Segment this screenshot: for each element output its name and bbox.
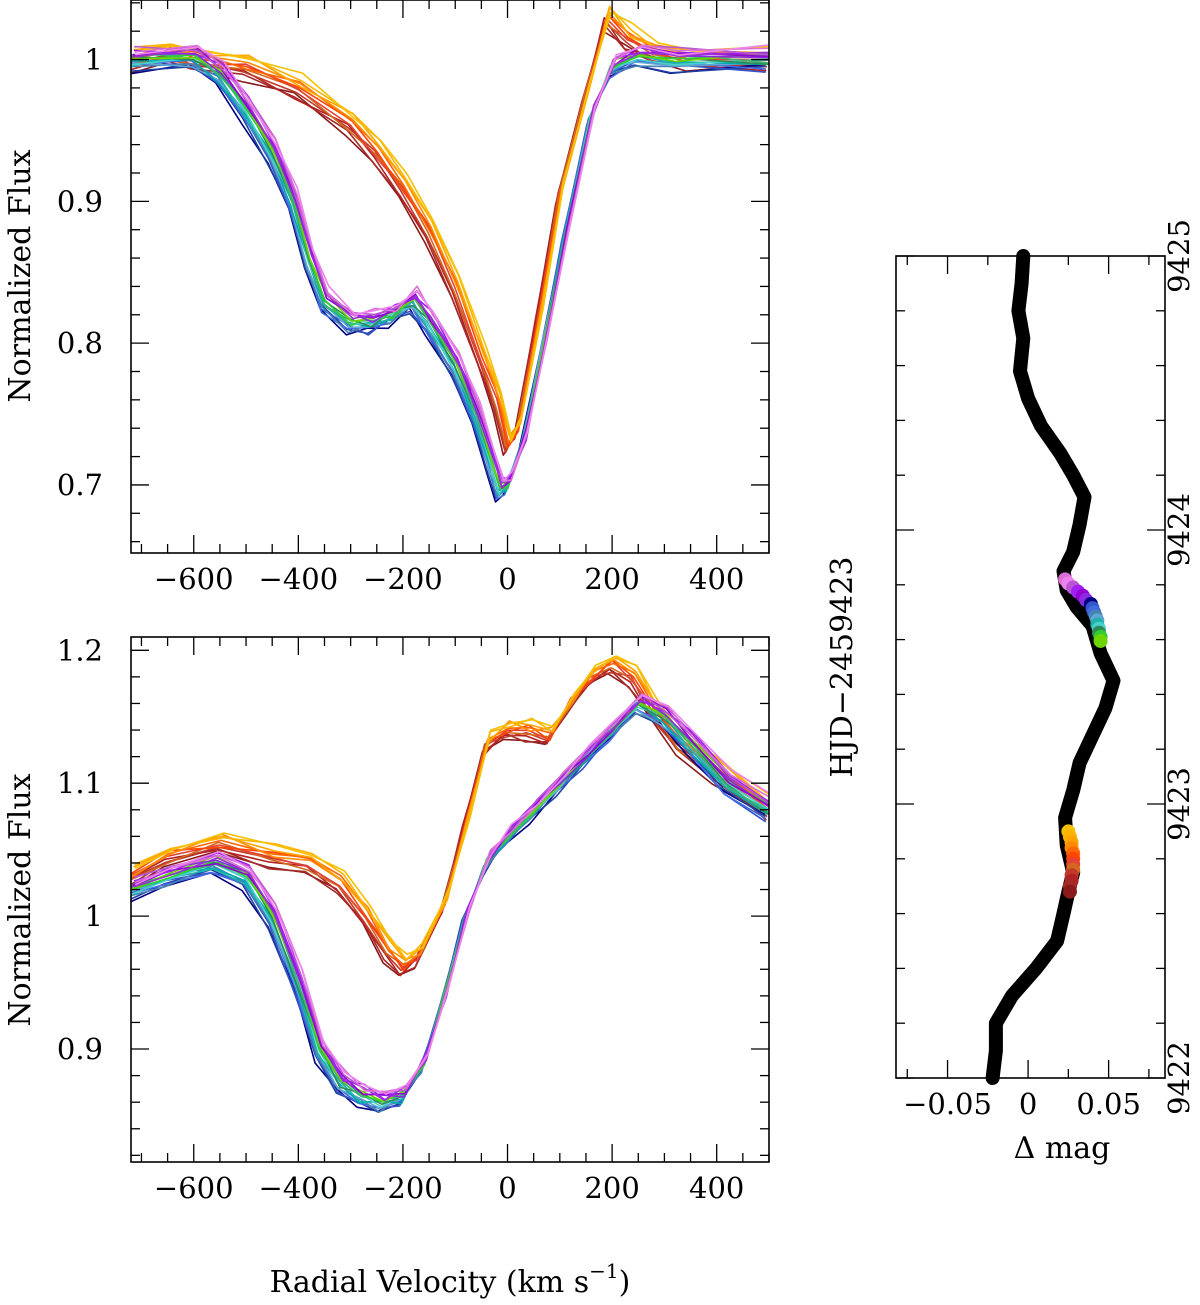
y-tick-label: 9422 <box>1162 1041 1196 1115</box>
late-spectrum-line <box>132 46 769 484</box>
late-spectrum-line <box>131 701 768 1105</box>
top-spectrum-panel: −600 −400 −200 0 200 400 0.7 0.8 0.9 1 Normalized… <box>3 0 770 596</box>
x-tick-label: 200 <box>584 1171 639 1205</box>
top-spectra-lines <box>131 5 769 503</box>
top-tick-labels: −600 −400 −200 0 200 400 0.7 0.8 0.9 1 <box>57 43 745 596</box>
early-spectrum-line <box>131 30 765 456</box>
x-tick-label: −200 <box>363 562 443 596</box>
y-tick-label: 1.2 <box>57 633 103 667</box>
late-spectrum-line <box>131 64 766 499</box>
late-spectrum-line <box>131 708 767 1109</box>
late-spectrum-line <box>131 712 766 1112</box>
x-tick-label: −0.05 <box>903 1087 992 1121</box>
early-spectrum-line <box>131 13 769 449</box>
late-spectrum-line <box>132 52 769 485</box>
y-tick-label: 9423 <box>1162 767 1196 841</box>
late-spectrum-line <box>131 700 769 1102</box>
right-axis-ticks <box>896 255 1165 1079</box>
early-spectrum-line <box>131 20 768 454</box>
late-spectrum-line <box>131 712 768 1113</box>
right-tick-labels: −0.05 0 0.05 9422 9423 9424 9425 <box>903 219 1196 1121</box>
epoch-point <box>1093 633 1108 648</box>
bottom-tick-labels: −600 −400 −200 0 200 400 0.9 1 1.1 1.2 <box>57 633 745 1205</box>
late-spectrum-line <box>131 61 768 490</box>
x-tick-label: −400 <box>259 1171 339 1205</box>
y-tick-label: 0.9 <box>57 184 103 218</box>
early-spectrum-line <box>131 662 769 967</box>
right-y-axis-label: HJD−2459423 <box>825 557 860 778</box>
early-spectrum-line <box>134 655 769 955</box>
late-spectrum-line <box>131 711 766 1113</box>
y-tick-label: 1 <box>85 43 103 77</box>
x-tick-label: −200 <box>363 1171 443 1205</box>
late-spectrum-line <box>132 695 769 1098</box>
series-group <box>131 5 769 503</box>
x-tick-label: 0 <box>498 1171 516 1205</box>
x-tick-label: 0 <box>498 562 516 596</box>
early-spectrum-line <box>133 655 769 962</box>
late-spectrum-line <box>131 706 769 1108</box>
x-tick-label: 200 <box>584 562 639 596</box>
early-spectrum-line <box>131 659 769 968</box>
highlight-epochs <box>1058 572 1108 899</box>
y-tick-label: 0.9 <box>57 1032 103 1066</box>
top-y-axis-label: Normalized Flux <box>3 149 38 402</box>
bottom-y-axis-label: Normalized Flux <box>3 773 38 1026</box>
early-spectrum-line <box>131 659 769 972</box>
early-spectrum-line <box>131 23 768 449</box>
x-axis-label-close: ) <box>619 1265 631 1300</box>
late-spectrum-line <box>133 699 769 1101</box>
light-curve-line <box>985 249 1121 1085</box>
y-tick-label: 1 <box>85 899 103 933</box>
x-tick-label: 0.05 <box>1076 1087 1141 1121</box>
y-tick-label: 9425 <box>1162 219 1196 293</box>
x-tick-label: 0 <box>1019 1087 1037 1121</box>
late-spectrum-line <box>134 693 769 1093</box>
y-tick-label: 0.7 <box>57 468 103 502</box>
late-spectrum-line <box>134 694 769 1095</box>
late-spectrum-line <box>131 709 768 1109</box>
x-tick-label: −600 <box>154 1171 234 1205</box>
x-tick-label: −400 <box>259 562 339 596</box>
late-spectrum-line <box>131 702 769 1103</box>
y-tick-label: 1.1 <box>57 766 103 800</box>
early-spectrum-line <box>132 11 769 437</box>
x-axis-label: Radial Velocity (km s−1) <box>270 1259 631 1300</box>
bottom-spectra-lines <box>131 655 769 1113</box>
late-spectrum-line <box>133 700 769 1101</box>
bottom-axis-ticks <box>131 637 770 1162</box>
early-spectrum-line <box>133 5 769 438</box>
early-spectrum-line <box>131 16 767 452</box>
x-axis-label-exponent: −1 <box>589 1259 618 1283</box>
y-tick-label: 9424 <box>1162 493 1196 567</box>
early-spectrum-line <box>131 23 766 449</box>
early-spectrum-line <box>134 657 769 961</box>
top-plot-frame <box>130 0 770 554</box>
light-curve <box>985 249 1121 1085</box>
epoch-point <box>1062 884 1077 899</box>
late-spectrum-line <box>131 55 769 489</box>
y-tick-label: 0.8 <box>57 326 103 360</box>
x-tick-label: 400 <box>689 1171 744 1205</box>
light-curve-panel: −0.05 0 0.05 9422 9423 9424 9425 HJD−2459423 Δ… <box>825 219 1196 1166</box>
late-spectrum-line <box>135 44 769 482</box>
late-spectrum-line <box>131 702 769 1103</box>
late-spectrum-line <box>134 693 769 1094</box>
series-group <box>131 655 769 1113</box>
x-tick-label: 400 <box>689 562 744 596</box>
early-spectrum-line <box>132 659 769 961</box>
late-spectrum-line <box>133 48 769 489</box>
bottom-spectrum-panel: −600 −400 −200 0 200 400 0.9 1 1.1 1.2 Normalized… <box>3 633 770 1300</box>
late-spectrum-line <box>131 703 769 1106</box>
right-x-axis-label: Δ mag <box>1014 1131 1111 1166</box>
early-spectrum-line <box>134 7 769 443</box>
late-spectrum-line <box>131 703 769 1103</box>
late-spectrum-line <box>131 707 767 1109</box>
early-spectrum-line <box>135 11 769 439</box>
right-plot-frame <box>895 255 1166 1079</box>
bottom-plot-frame <box>130 636 770 1163</box>
x-axis-label-main: Radial Velocity (km s <box>270 1265 590 1300</box>
x-tick-label: −600 <box>154 562 234 596</box>
